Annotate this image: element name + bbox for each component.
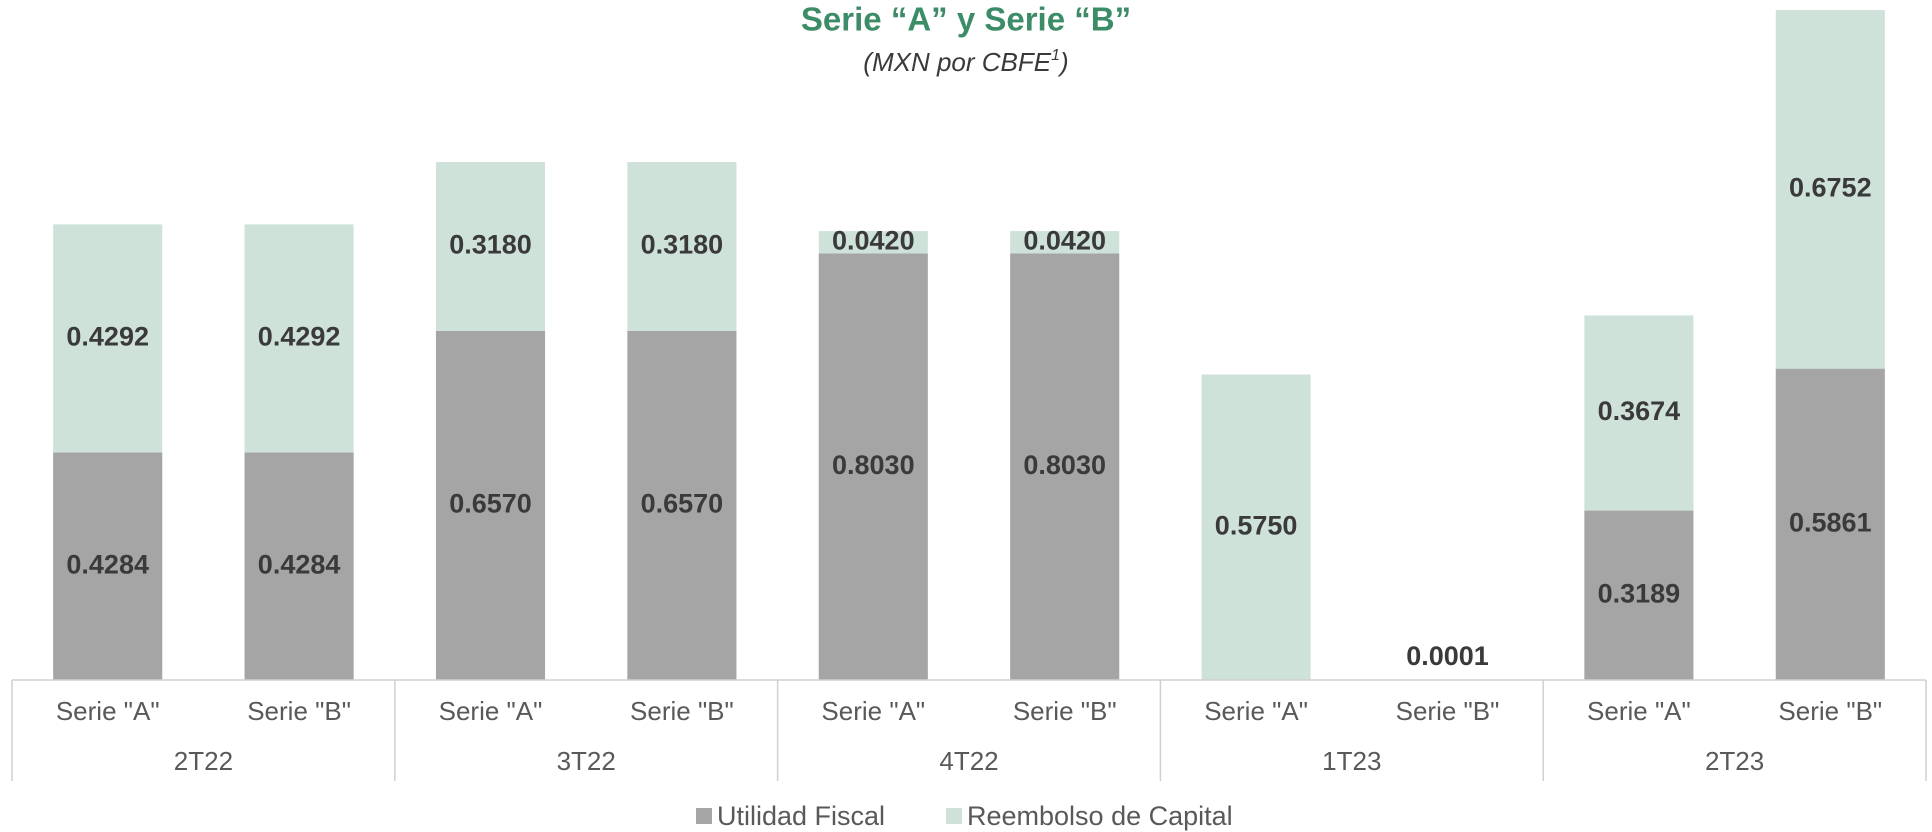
bar-segment <box>53 224 163 453</box>
group-label: 4T22 <box>939 746 998 776</box>
value-label: 0.3674 <box>1598 396 1681 426</box>
subtitle-superscript: 1 <box>1051 47 1060 64</box>
bar-segment <box>53 452 163 680</box>
x-tick-label: Serie "A" <box>439 696 543 726</box>
bar-segment <box>1010 231 1120 254</box>
bar-segment <box>244 452 354 680</box>
value-label: 0.4292 <box>258 322 341 352</box>
value-label: 0.6570 <box>641 489 724 519</box>
value-label: 0.4284 <box>258 549 341 579</box>
bar-segment <box>1010 253 1120 680</box>
value-label: 0.3180 <box>641 230 724 260</box>
chart-title: Serie “A” y Serie “B” <box>801 1 1131 38</box>
value-label: 0.5861 <box>1789 507 1872 537</box>
x-tick-label: Serie "A" <box>56 696 160 726</box>
legend-swatch <box>946 808 962 824</box>
value-label: 0.5750 <box>1215 510 1298 540</box>
bar-segment <box>627 162 737 331</box>
group-label: 1T23 <box>1322 746 1381 776</box>
x-tick-label: Serie "B" <box>1778 696 1882 726</box>
bar-segment <box>818 253 928 680</box>
legend-swatch <box>696 808 712 824</box>
x-tick-label: Serie "A" <box>1587 696 1691 726</box>
value-label: 0.6752 <box>1789 172 1872 202</box>
x-tick-label: Serie "B" <box>630 696 734 726</box>
bar-segment <box>244 224 354 453</box>
bar-segment <box>1201 374 1311 680</box>
subtitle-text: ) <box>1057 47 1069 77</box>
value-label: 0.0001 <box>1406 641 1489 671</box>
legend-label: Reembolso de Capital <box>967 801 1233 831</box>
bar-segment <box>1584 510 1694 680</box>
group-label: 2T23 <box>1705 746 1764 776</box>
legend-label: Utilidad Fiscal <box>717 801 885 831</box>
value-label: 0.0420 <box>832 225 915 255</box>
value-label: 0.3180 <box>449 230 532 260</box>
bar-segment <box>435 162 546 331</box>
x-tick-label: Serie "A" <box>1204 696 1308 726</box>
value-label: 0.8030 <box>1023 450 1106 480</box>
x-tick-label: Serie "A" <box>821 696 925 726</box>
bar-segment <box>1775 9 1885 369</box>
bar-segment <box>627 330 737 680</box>
x-tick-label: Serie "B" <box>1396 696 1500 726</box>
bar-segment <box>435 330 546 680</box>
value-label: 0.4284 <box>66 549 149 579</box>
x-tick-label: Serie "B" <box>247 696 351 726</box>
bar-segment <box>1584 315 1694 511</box>
bar-segment <box>1775 368 1885 680</box>
x-tick-label: Serie "B" <box>1013 696 1117 726</box>
group-label: 3T22 <box>557 746 616 776</box>
chart-subtitle: (MXN por CBFE1) <box>863 47 1068 77</box>
value-label: 0.3189 <box>1598 578 1681 608</box>
value-label: 0.0420 <box>1023 225 1106 255</box>
value-label: 0.4292 <box>66 322 149 352</box>
value-label: 0.8030 <box>832 450 915 480</box>
value-label: 0.6570 <box>449 489 532 519</box>
bar-segment <box>818 231 928 254</box>
subtitle-text: (MXN por CBFE <box>863 47 1051 77</box>
group-label: 2T22 <box>174 746 233 776</box>
